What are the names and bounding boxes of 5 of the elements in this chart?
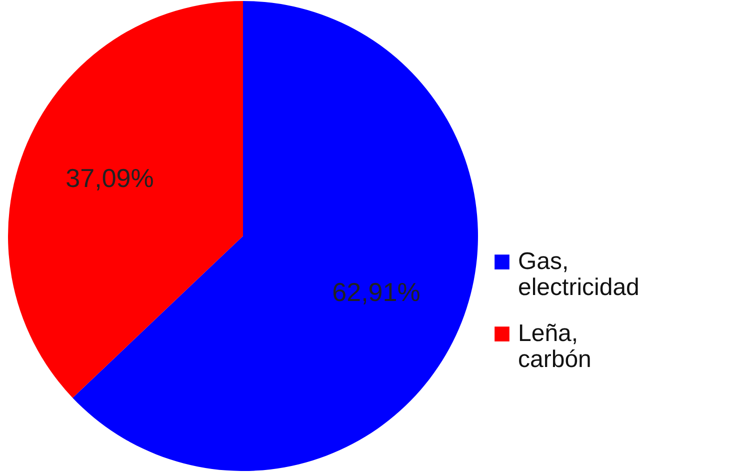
legend-label: Gas, electricidad bbox=[518, 248, 640, 301]
pie-slice bbox=[8, 1, 243, 398]
data-label: 62,91% bbox=[332, 277, 420, 308]
data-label: 37,09% bbox=[66, 162, 154, 193]
legend-label: Leña, carbón bbox=[518, 320, 592, 373]
